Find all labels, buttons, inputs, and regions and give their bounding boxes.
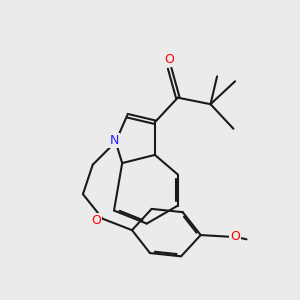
Text: O: O bbox=[230, 230, 240, 243]
Text: N: N bbox=[109, 134, 119, 147]
Text: O: O bbox=[91, 214, 101, 227]
Text: O: O bbox=[165, 52, 175, 66]
